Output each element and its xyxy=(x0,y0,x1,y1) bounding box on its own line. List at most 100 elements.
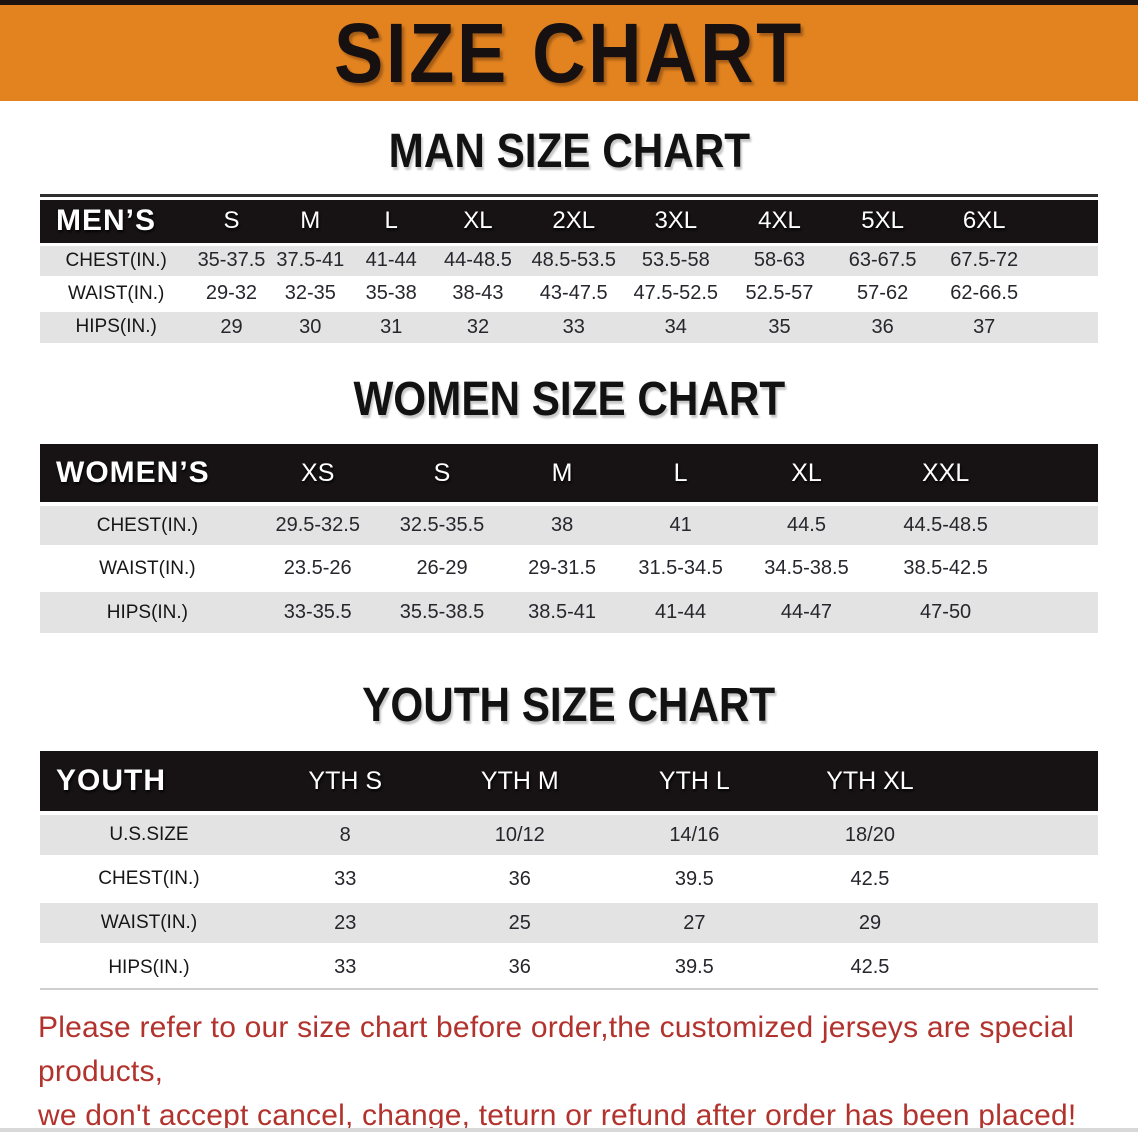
size-value-cell: 52.5-57 xyxy=(727,275,832,310)
size-value-cell: 63-67.5 xyxy=(831,242,934,277)
row-label: WAIST(IN.) xyxy=(40,899,258,945)
table-row: U.S.SIZE 8 10/12 14/16 18/20 xyxy=(40,811,1098,857)
table-row: CHEST(IN.) 29.5-32.5 32.5-35.5 38 41 44.5 44.5… xyxy=(40,502,1098,547)
men-section-title-text: MAN SIZE CHART xyxy=(388,125,750,178)
size-value-cell: 33 xyxy=(257,943,433,989)
size-value-cell: 35-38 xyxy=(349,275,433,310)
size-value-cell: 34 xyxy=(623,308,728,343)
youth-size-section: YOUTH SIZE CHART YOUTH YTH S YTH M YTH L YTH… xyxy=(0,679,1138,990)
spacer-cell xyxy=(1034,242,1098,277)
size-value-cell: 44.5 xyxy=(740,502,873,547)
youth-size-table: YOUTH YTH S YTH M YTH L YTH XL U.S.SIZE 8 10/12… xyxy=(40,751,1098,990)
size-table-header-row: MEN’S S M L XL 2XL 3XL 4XL 5XL 6XL xyxy=(40,200,1098,244)
banner: SIZE CHART xyxy=(0,5,1138,101)
size-column-header: M xyxy=(270,200,350,244)
size-value-cell: 39.5 xyxy=(607,855,782,901)
women-section-title: WOMEN SIZE CHART xyxy=(0,373,1138,426)
row-label: HIPS(IN.) xyxy=(40,588,255,633)
size-value-cell: 14/16 xyxy=(607,811,782,857)
size-value-cell: 38.5-42.5 xyxy=(872,545,1019,590)
size-value-cell: 38-43 xyxy=(432,275,524,310)
size-value-cell: 35.5-38.5 xyxy=(380,588,504,633)
size-value-cell: 43-47.5 xyxy=(523,275,624,310)
size-column-header: YTH L xyxy=(607,751,782,813)
size-value-cell: 42.5 xyxy=(781,943,959,989)
size-column-header: YTH XL xyxy=(781,751,959,813)
size-value-cell: 32 xyxy=(432,308,524,343)
row-label: CHEST(IN.) xyxy=(40,242,193,277)
size-value-cell: 38 xyxy=(503,502,621,547)
spacer-cell xyxy=(1034,275,1098,310)
size-value-cell: 39.5 xyxy=(607,943,782,989)
table-row: WAIST(IN.) 23.5-26 26-29 29-31.5 31.5-34.5 34… xyxy=(40,545,1098,590)
table-row: CHEST(IN.) 35-37.5 37.5-41 41-44 44-48.5 48.5… xyxy=(40,242,1098,277)
size-column-header: 6XL xyxy=(933,200,1035,244)
men-table-top-rule xyxy=(40,194,1098,197)
spacer-cell xyxy=(1018,545,1098,590)
spacer-cell xyxy=(958,899,1098,945)
youth-section-title-text: YOUTH SIZE CHART xyxy=(362,679,776,732)
size-column-header: YTH S xyxy=(257,751,433,813)
size-column-header: XXL xyxy=(872,444,1019,504)
header-spacer-cell xyxy=(1034,200,1098,244)
row-label: U.S.SIZE xyxy=(40,811,258,857)
size-value-cell: 35 xyxy=(727,308,832,343)
size-value-cell: 38.5-41 xyxy=(503,588,621,633)
row-label: CHEST(IN.) xyxy=(40,502,255,547)
men-size-table: MEN’S S M L XL 2XL 3XL 4XL 5XL 6XL CHEST(IN.) 35-37… xyxy=(40,200,1098,343)
table-row: HIPS(IN.) 29 30 31 32 33 34 35 36 37 xyxy=(40,308,1098,343)
size-value-cell: 47-50 xyxy=(872,588,1019,633)
size-value-cell: 33 xyxy=(523,308,624,343)
table-row: CHEST(IN.) 33 36 39.5 42.5 xyxy=(40,855,1098,901)
size-value-cell: 31 xyxy=(349,308,433,343)
spacer-cell xyxy=(1034,308,1098,343)
size-value-cell: 35-37.5 xyxy=(192,242,271,277)
size-value-cell: 33 xyxy=(257,855,433,901)
size-value-cell: 48.5-53.5 xyxy=(523,242,624,277)
note-line-1: Please refer to our size chart before or… xyxy=(38,1011,1075,1088)
size-value-cell: 31.5-34.5 xyxy=(620,545,741,590)
spacer-cell xyxy=(958,943,1098,989)
size-column-header: S xyxy=(192,200,271,244)
men-section-title: MAN SIZE CHART xyxy=(0,125,1138,178)
size-value-cell: 29-31.5 xyxy=(503,545,621,590)
size-value-cell: 44-47 xyxy=(740,588,873,633)
row-label: WAIST(IN.) xyxy=(40,275,193,310)
table-row: WAIST(IN.) 23 25 27 29 xyxy=(40,899,1098,945)
size-value-cell: 36 xyxy=(432,855,608,901)
size-value-cell: 47.5-52.5 xyxy=(623,275,728,310)
size-value-cell: 32.5-35.5 xyxy=(380,502,504,547)
women-size-section: WOMEN SIZE CHART WOMEN’S XS S M L XL XXL CHEST(… xyxy=(0,373,1138,633)
size-value-cell: 18/20 xyxy=(781,811,959,857)
header-spacer-cell xyxy=(958,751,1098,813)
table-category-label: WOMEN’S xyxy=(40,444,255,504)
size-value-cell: 29-32 xyxy=(192,275,271,310)
row-label: CHEST(IN.) xyxy=(40,855,258,901)
size-value-cell: 36 xyxy=(432,943,608,989)
size-column-header: XL xyxy=(432,200,524,244)
row-label: WAIST(IN.) xyxy=(40,545,255,590)
men-size-section: MAN SIZE CHART MEN’S S M L XL 2XL 3XL 4XL 5XL 6XL… xyxy=(0,125,1138,343)
size-column-header: YTH M xyxy=(432,751,608,813)
disclaimer-note: Please refer to our size chart before or… xyxy=(38,1006,1138,1138)
size-value-cell: 37.5-41 xyxy=(270,242,350,277)
bottom-border-rule xyxy=(0,1128,1138,1132)
size-value-cell: 27 xyxy=(607,899,782,945)
size-column-header: 3XL xyxy=(623,200,728,244)
spacer-cell xyxy=(1018,588,1098,633)
table-row: HIPS(IN.) 33-35.5 35.5-38.5 38.5-41 41-44 44-… xyxy=(40,588,1098,633)
size-value-cell: 25 xyxy=(432,899,608,945)
size-value-cell: 8 xyxy=(257,811,433,857)
size-table-header-row: YOUTH YTH S YTH M YTH L YTH XL xyxy=(40,751,1098,813)
size-value-cell: 37 xyxy=(933,308,1035,343)
size-value-cell: 23.5-26 xyxy=(254,545,381,590)
size-value-cell: 62-66.5 xyxy=(933,275,1035,310)
top-border-rule xyxy=(0,0,1138,5)
table-row: HIPS(IN.) 33 36 39.5 42.5 xyxy=(40,943,1098,989)
size-value-cell: 42.5 xyxy=(781,855,959,901)
size-value-cell: 29 xyxy=(192,308,271,343)
size-table-header-row: WOMEN’S XS S M L XL XXL xyxy=(40,444,1098,504)
spacer-cell xyxy=(1018,502,1098,547)
spacer-cell xyxy=(958,855,1098,901)
